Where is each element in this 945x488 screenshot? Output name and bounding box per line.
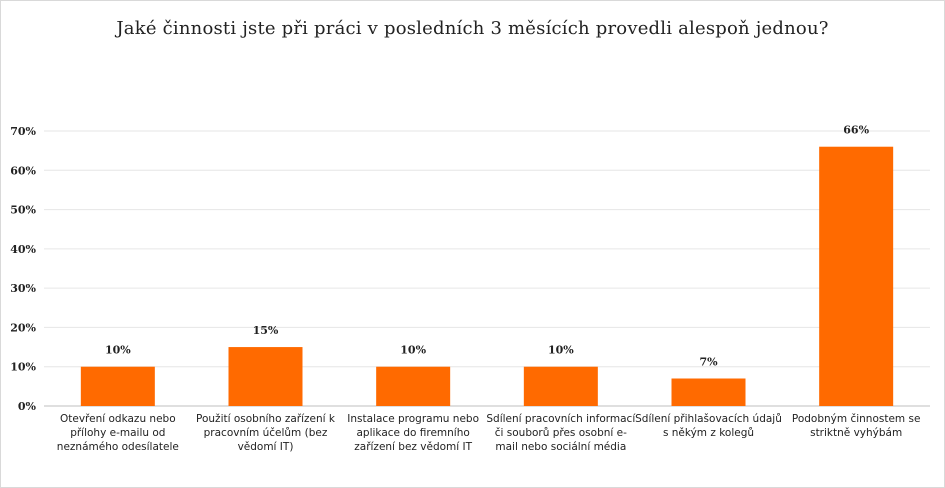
category-label: Sdílení pracovních informací či souborů … (486, 413, 636, 453)
bar (80, 366, 155, 406)
bar (523, 366, 598, 406)
data-label: 10% (400, 344, 426, 357)
category-label: Instalace programu nebo aplikace do fire… (347, 413, 480, 453)
y-tick-label: 40% (10, 243, 36, 256)
data-label: 66% (843, 124, 869, 137)
category-label: Sdílení přihlašovacích údajů s někým z k… (635, 413, 782, 439)
data-label: 7% (699, 356, 718, 369)
y-tick-label: 10% (10, 361, 36, 374)
y-tick-label: 70% (10, 125, 36, 138)
y-tick-label: 20% (10, 321, 36, 334)
data-label: 10% (105, 344, 131, 357)
category-label: Použití osobního zařízení k pracovním úč… (196, 413, 335, 453)
bar (228, 347, 303, 406)
y-tick-label: 0% (18, 400, 37, 413)
bar (671, 378, 746, 406)
bar (819, 146, 894, 406)
y-tick-label: 60% (10, 164, 36, 177)
data-label: 15% (253, 324, 279, 337)
y-tick-label: 50% (10, 204, 36, 217)
category-label: Podobným činnostem se striktně vyhýbám (791, 413, 921, 439)
chart-title: Jaké činnosti jste při práci v posledníc… (116, 18, 829, 39)
bar (376, 366, 451, 406)
category-label: Otevření odkazu nebo přílohy e-mailu od … (56, 413, 179, 453)
y-tick-label: 30% (10, 282, 36, 295)
data-label: 10% (548, 344, 574, 357)
